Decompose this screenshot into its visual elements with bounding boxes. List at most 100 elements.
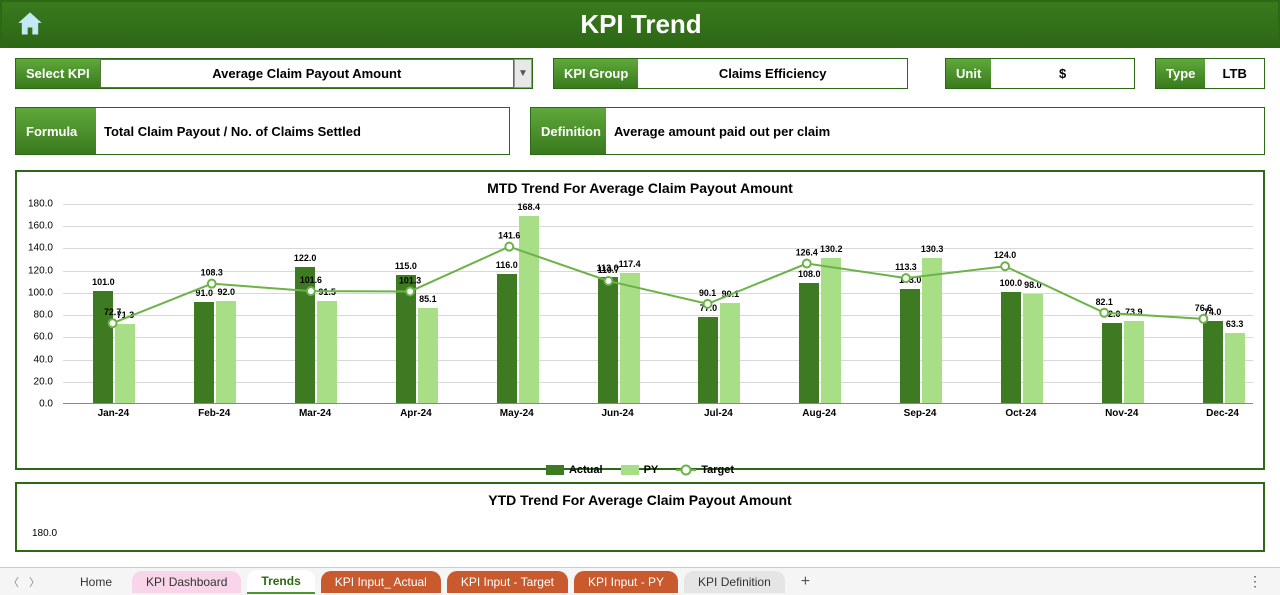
legend-py: PY [621, 464, 659, 476]
tab-kpi-input-py[interactable]: KPI Input - PY [574, 571, 678, 593]
legend-target-swatch [676, 469, 696, 471]
bar-actual: 108.0 [799, 283, 819, 403]
bar-actual-label: 108.0 [798, 269, 821, 279]
bar-py: 168.4 [519, 216, 539, 403]
bar-actual-label: 72.0 [1103, 309, 1121, 319]
definition-box: Definition Average amount paid out per c… [530, 107, 1265, 155]
unit-value: $ [991, 59, 1134, 88]
y-axis: 0.020.040.060.080.0100.0120.0140.0160.01… [27, 204, 55, 404]
gridline [63, 337, 1253, 338]
tab-trends[interactable]: Trends [247, 570, 314, 594]
legend-actual-label: Actual [569, 464, 603, 476]
bar-py: 91.5 [317, 301, 337, 403]
mtd-chart-container: MTD Trend For Average Claim Payout Amoun… [15, 170, 1265, 470]
bar-py: 130.3 [922, 258, 942, 403]
x-axis-labels: Jan-24Feb-24Mar-24Apr-24May-24Jun-24Jul-… [63, 408, 1253, 423]
select-kpi-label: Select KPI [16, 59, 100, 88]
definition-value: Average amount paid out per claim [606, 108, 1264, 154]
page-title: KPI Trend [66, 9, 1216, 40]
ytd-chart-title: YTD Trend For Average Claim Payout Amoun… [27, 492, 1253, 508]
bar-py: 90.1 [720, 303, 740, 403]
gridline [63, 382, 1253, 383]
bar-actual: 103.0 [900, 289, 920, 403]
bar-actual-label: 116.0 [496, 260, 518, 270]
bar-actual-label: 113.0 [597, 263, 619, 273]
legend-target-label: Target [701, 464, 734, 476]
kpi-group-label: KPI Group [554, 59, 638, 88]
gridline [63, 271, 1253, 272]
legend-actual: Actual [546, 464, 603, 476]
y-tick: 60.0 [34, 332, 53, 343]
bar-py: 92.0 [216, 301, 236, 403]
bar-py-label: 98.0 [1024, 280, 1042, 290]
bar-py-label: 92.0 [217, 287, 235, 297]
y-tick: 180.0 [28, 199, 53, 210]
tab-kpi-input-target[interactable]: KPI Input - Target [447, 571, 568, 593]
gridline [63, 360, 1253, 361]
tab-home[interactable]: Home [66, 571, 126, 593]
tab-nav-arrows[interactable]: 〈 〉 [8, 574, 40, 590]
x-label: Sep-24 [890, 408, 950, 419]
bar-actual-label: 115.0 [395, 261, 417, 271]
bar-py-label: 63.3 [1226, 319, 1244, 329]
legend-target: Target [676, 464, 734, 476]
select-kpi-dropdown-icon[interactable]: ▼ [514, 59, 532, 88]
tab-nav-prev-icon[interactable]: 〈 [8, 574, 19, 590]
y-tick: 100.0 [28, 287, 53, 298]
tab-kpi-definition[interactable]: KPI Definition [684, 571, 785, 593]
y-tick: 160.0 [28, 221, 53, 232]
x-label: Oct-24 [991, 408, 1051, 419]
bar-actual: 116.0 [497, 274, 517, 403]
tab-kpi-dashboard[interactable]: KPI Dashboard [132, 571, 241, 593]
bar-actual-label: 74.0 [1204, 307, 1222, 317]
home-icon[interactable] [14, 10, 46, 38]
select-kpi-box: Select KPI Average Claim Payout Amount ▼ [15, 58, 533, 89]
ytd-chart-ytick: 180.0 [32, 528, 1253, 539]
mtd-chart-area: 0.020.040.060.080.0100.0120.0140.0160.01… [57, 204, 1253, 434]
type-label: Type [1156, 59, 1205, 88]
bar-py-label: 91.5 [318, 287, 336, 297]
formula-label: Formula [16, 108, 96, 154]
x-label: Aug-24 [789, 408, 849, 419]
y-tick: 20.0 [34, 376, 53, 387]
bar-actual-label: 122.0 [294, 253, 317, 263]
bar-actual: 113.0 [598, 277, 618, 403]
bar-py: 130.2 [821, 258, 841, 403]
bar-py-label: 117.4 [619, 259, 641, 269]
bar-actual-label: 77.0 [700, 303, 718, 313]
unit-label: Unit [946, 59, 991, 88]
bar-actual: 101.0 [93, 291, 113, 403]
info-row-2: Formula Total Claim Payout / No. of Clai… [0, 89, 1280, 155]
x-label: Jul-24 [688, 408, 748, 419]
bar-actual: 100.0 [1001, 292, 1021, 403]
bar-actual-label: 91.0 [195, 288, 213, 298]
plot-area: 101.071.391.092.0122.091.5115.085.1116.0… [63, 204, 1253, 404]
select-kpi-value[interactable]: Average Claim Payout Amount [100, 59, 514, 88]
tab-menu-icon[interactable]: ⋮ [1238, 573, 1272, 590]
x-label: Jan-24 [83, 408, 143, 419]
bar-py-label: 168.4 [517, 202, 540, 212]
bar-py-label: 73.9 [1125, 307, 1143, 317]
bar-py: 117.4 [620, 273, 640, 403]
y-tick: 140.0 [28, 243, 53, 254]
x-label: Dec-24 [1193, 408, 1253, 419]
x-label: Jun-24 [588, 408, 648, 419]
sheet-tabs: 〈 〉 Home KPI Dashboard Trends KPI Input_… [0, 567, 1280, 595]
header-bar: KPI Trend [0, 0, 1280, 48]
unit-box: Unit $ [945, 58, 1135, 89]
y-tick: 120.0 [28, 265, 53, 276]
tab-kpi-input-actual[interactable]: KPI Input_ Actual [321, 571, 441, 593]
bar-py: 73.9 [1124, 321, 1144, 403]
kpi-group-value: Claims Efficiency [638, 59, 907, 88]
bar-py: 98.0 [1023, 294, 1043, 403]
formula-value: Total Claim Payout / No. of Claims Settl… [96, 108, 509, 154]
legend-py-label: PY [644, 464, 659, 476]
tab-add-icon[interactable]: + [791, 573, 820, 591]
mtd-chart-title: MTD Trend For Average Claim Payout Amoun… [27, 180, 1253, 196]
bar-py-label: 71.3 [117, 310, 135, 320]
gridline [63, 248, 1253, 249]
bar-py: 63.3 [1225, 333, 1245, 403]
type-box: Type LTB [1155, 58, 1265, 89]
tab-nav-next-icon[interactable]: 〉 [29, 574, 40, 590]
chart-legend: Actual PY Target [27, 464, 1253, 476]
